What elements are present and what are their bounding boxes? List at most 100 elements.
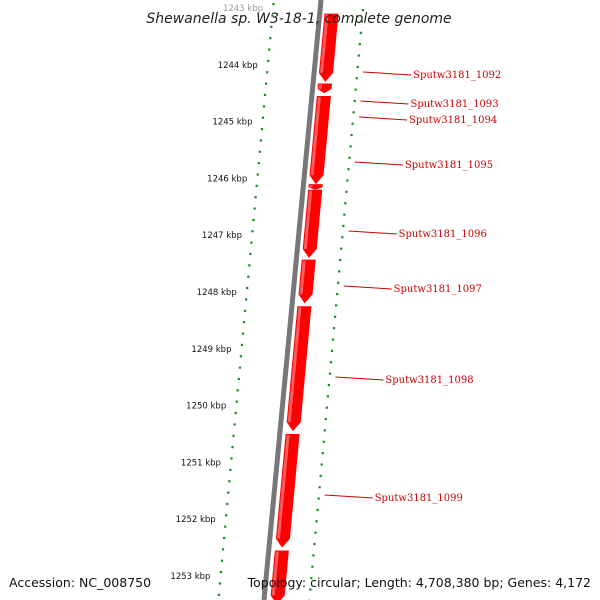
outer-minor-tick xyxy=(344,202,347,205)
inner-minor-tick xyxy=(246,287,249,290)
inner-minor-tick xyxy=(233,423,236,426)
gene-label-group: Sputw3181_1092 Sputw3181_1093 Sputw3181_10… xyxy=(324,70,501,504)
outer-minor-tick xyxy=(350,133,353,137)
outer-minor-tick xyxy=(343,213,346,216)
outer-minor-tick xyxy=(337,281,340,284)
inner-minor-tick xyxy=(219,571,223,574)
inner-minor-tick xyxy=(248,264,251,267)
gene-arrow[interactable] xyxy=(275,434,300,548)
inner-minor-tick xyxy=(251,230,254,233)
inner-minor-tick xyxy=(232,434,235,437)
outer-minor-tick xyxy=(312,554,315,557)
gene-label-leader xyxy=(348,230,397,235)
gene-arrow-highlight xyxy=(310,97,321,176)
outer-minor-tick xyxy=(321,452,324,455)
inner-minor-tick xyxy=(241,332,245,335)
inner-minor-tick xyxy=(267,59,270,62)
outer-minor-tick xyxy=(355,77,358,80)
gene-label-leader xyxy=(363,71,412,76)
gene-label[interactable]: Sputw3181_1097 xyxy=(394,284,482,295)
kbp-label-group: 1243 kbp 1244 kbp 1245 kbp 1246 kbp 1247 kbp… xyxy=(170,4,263,582)
genome-backbone xyxy=(261,0,324,600)
outer-minor-tick xyxy=(328,372,332,375)
outer-minor-tick xyxy=(315,520,318,523)
inner-minor-tick xyxy=(269,37,272,40)
inner-minor-tick xyxy=(250,241,253,244)
inner-minor-tick xyxy=(260,127,264,131)
outer-minor-tick xyxy=(348,156,351,159)
outer-minor-tick xyxy=(358,43,361,46)
gene-label[interactable]: Sputw3181_1094 xyxy=(409,115,497,126)
outer-minor-tick xyxy=(327,383,330,387)
outer-minor-tick xyxy=(341,236,344,239)
gene-arrow[interactable] xyxy=(319,13,339,82)
kbp-tick-label: 1251 kbp xyxy=(181,458,221,468)
outer-minor-tick xyxy=(310,577,313,580)
outer-minor-tick xyxy=(322,440,325,443)
gene-arrow[interactable] xyxy=(286,306,312,432)
gene-label[interactable]: Sputw3181_1092 xyxy=(413,70,501,81)
gene-track xyxy=(270,13,339,600)
inner-minor-tick xyxy=(263,93,267,97)
outer-minor-tick xyxy=(332,327,336,330)
kbp-tick-label: 1244 kbp xyxy=(218,61,258,71)
gene-label-leader xyxy=(354,161,403,166)
inner-minor-tick xyxy=(257,162,260,165)
outer-minor-tick xyxy=(351,122,354,125)
inner-minor-tick xyxy=(266,71,269,74)
inner-minor-tick xyxy=(228,480,231,483)
inner-minor-tick xyxy=(265,82,268,85)
gene-arrow[interactable] xyxy=(309,96,331,185)
outer-minor-tick xyxy=(323,429,326,432)
inner-minor-tick xyxy=(230,457,233,460)
gene-arrow-highlight xyxy=(276,435,290,539)
gene-arrow-highlight xyxy=(299,260,306,295)
outer-minor-tick xyxy=(340,247,343,250)
kbp-tick-label: 1247 kbp xyxy=(202,231,242,241)
gene-label[interactable]: Sputw3181_1096 xyxy=(399,229,487,240)
outer-minor-tick xyxy=(309,588,312,591)
outer-minor-tick xyxy=(330,349,334,352)
inner-minor-tick xyxy=(217,593,220,596)
outer-minor-tick xyxy=(345,190,348,193)
outer-tick-track xyxy=(308,9,365,600)
inner-minor-tick xyxy=(218,582,221,585)
inner-minor-tick xyxy=(224,525,227,528)
outer-minor-tick xyxy=(313,542,316,546)
gene-label[interactable]: Sputw3181_1099 xyxy=(375,493,463,504)
gene-label-leader xyxy=(324,494,373,499)
inner-minor-tick xyxy=(226,502,229,506)
outer-minor-tick xyxy=(317,497,320,500)
gene-arrow[interactable] xyxy=(302,189,323,258)
inner-minor-tick xyxy=(262,105,266,108)
outer-minor-tick xyxy=(357,54,360,57)
inner-minor-tick xyxy=(235,400,238,403)
kbp-tick-label: 1252 kbp xyxy=(176,515,216,525)
inner-minor-tick xyxy=(253,207,256,210)
outer-minor-tick xyxy=(346,179,349,182)
accession-text: Accession: NC_008750 xyxy=(9,575,151,590)
inner-minor-tick xyxy=(240,343,244,346)
kbp-tick-label: 1249 kbp xyxy=(191,345,231,355)
kbp-tick-label: 1248 kbp xyxy=(197,288,237,298)
outer-minor-tick xyxy=(320,463,323,466)
outer-minor-tick xyxy=(329,361,333,364)
outer-minor-tick xyxy=(360,20,363,23)
outer-minor-tick xyxy=(353,99,356,103)
outer-minor-tick xyxy=(316,508,319,512)
outer-minor-tick xyxy=(325,406,328,409)
outer-minor-tick xyxy=(311,565,314,568)
inner-minor-tick xyxy=(221,548,225,551)
gene-arrow-highlight xyxy=(320,14,329,73)
outer-minor-tick xyxy=(335,304,338,307)
gene-label[interactable]: Sputw3181_1095 xyxy=(405,160,493,171)
inner-minor-tick xyxy=(229,468,232,471)
inner-minor-tick xyxy=(271,14,274,17)
gene-label[interactable]: Sputw3181_1093 xyxy=(410,99,498,110)
outer-minor-tick xyxy=(318,486,321,489)
inner-minor-tick xyxy=(256,173,259,176)
outer-minor-tick xyxy=(342,224,345,228)
gene-label[interactable]: Sputw3181_1098 xyxy=(385,375,473,386)
inner-minor-tick xyxy=(231,446,234,449)
inner-minor-tick xyxy=(220,559,224,562)
